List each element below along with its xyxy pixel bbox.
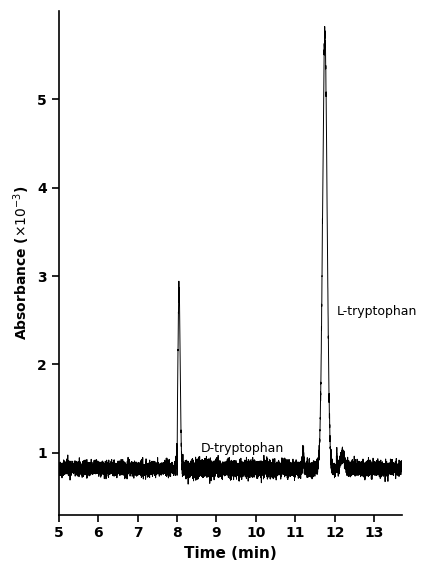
X-axis label: Time (min): Time (min) (184, 546, 276, 561)
Y-axis label: Absorbance ($\times10^{-3}$): Absorbance ($\times10^{-3}$) (11, 185, 32, 340)
Text: D-tryptophan: D-tryptophan (201, 442, 284, 455)
Text: L-tryptophan: L-tryptophan (337, 305, 417, 318)
